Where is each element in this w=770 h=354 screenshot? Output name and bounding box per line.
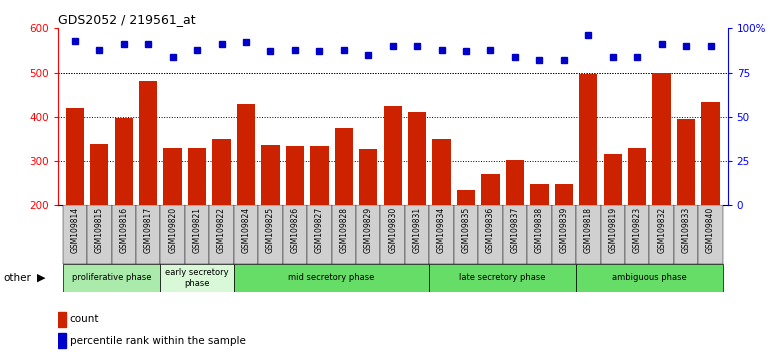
- Text: GSM109822: GSM109822: [217, 207, 226, 253]
- Bar: [531, 184, 548, 294]
- Bar: [237, 104, 255, 294]
- Bar: [430, 205, 454, 264]
- Bar: [625, 205, 649, 264]
- Text: GSM109838: GSM109838: [535, 207, 544, 253]
- Text: GSM109827: GSM109827: [315, 207, 324, 253]
- Bar: [554, 184, 573, 294]
- Text: GSM109824: GSM109824: [242, 207, 250, 253]
- Bar: [65, 108, 84, 294]
- Text: count: count: [70, 314, 99, 325]
- Bar: [677, 119, 695, 294]
- Bar: [698, 205, 723, 264]
- Bar: [359, 149, 377, 294]
- Bar: [433, 139, 450, 294]
- Bar: [115, 118, 133, 294]
- Text: GSM109817: GSM109817: [144, 207, 152, 253]
- Text: proliferative phase: proliferative phase: [72, 273, 151, 282]
- Bar: [283, 205, 307, 264]
- Bar: [503, 205, 527, 264]
- Bar: [430, 264, 576, 292]
- Bar: [234, 205, 258, 264]
- Text: other: other: [4, 273, 32, 283]
- Bar: [87, 205, 112, 264]
- Text: GSM109825: GSM109825: [266, 207, 275, 253]
- Bar: [185, 205, 209, 264]
- Bar: [576, 264, 723, 292]
- Bar: [286, 145, 304, 294]
- Bar: [579, 74, 598, 294]
- Bar: [188, 148, 206, 294]
- Text: GSM109828: GSM109828: [340, 207, 348, 253]
- Bar: [604, 154, 622, 294]
- Text: GSM109814: GSM109814: [70, 207, 79, 253]
- Bar: [649, 205, 674, 264]
- Text: GSM109829: GSM109829: [363, 207, 373, 253]
- Bar: [209, 205, 234, 264]
- Text: GSM109834: GSM109834: [437, 207, 446, 253]
- Bar: [234, 264, 430, 292]
- Text: ▶: ▶: [37, 273, 45, 283]
- Bar: [701, 102, 720, 294]
- Bar: [160, 264, 234, 292]
- Bar: [454, 205, 478, 264]
- Bar: [307, 205, 332, 264]
- Text: early secretory
phase: early secretory phase: [166, 268, 229, 287]
- Text: GSM109832: GSM109832: [657, 207, 666, 253]
- Text: GSM109837: GSM109837: [511, 207, 520, 253]
- Bar: [481, 175, 500, 294]
- Bar: [58, 312, 66, 327]
- Text: ambiguous phase: ambiguous phase: [612, 273, 687, 282]
- Bar: [628, 148, 646, 294]
- Bar: [258, 205, 283, 264]
- Bar: [457, 190, 475, 294]
- Text: GSM109820: GSM109820: [168, 207, 177, 253]
- Bar: [383, 106, 402, 294]
- Bar: [576, 205, 601, 264]
- Text: GDS2052 / 219561_at: GDS2052 / 219561_at: [58, 13, 196, 26]
- Bar: [261, 145, 280, 294]
- Text: late secretory phase: late secretory phase: [460, 273, 546, 282]
- Text: GSM109815: GSM109815: [95, 207, 104, 253]
- Text: GSM109831: GSM109831: [413, 207, 422, 253]
- Bar: [506, 160, 524, 294]
- Bar: [408, 112, 427, 294]
- Bar: [310, 147, 329, 294]
- Text: GSM109840: GSM109840: [706, 207, 715, 253]
- Bar: [380, 205, 405, 264]
- Bar: [136, 205, 160, 264]
- Text: GSM109836: GSM109836: [486, 207, 495, 253]
- Bar: [58, 333, 66, 348]
- Bar: [160, 205, 185, 264]
- Bar: [163, 148, 182, 294]
- Text: GSM109835: GSM109835: [461, 207, 470, 253]
- Bar: [478, 205, 503, 264]
- Text: mid secretory phase: mid secretory phase: [289, 273, 375, 282]
- Bar: [551, 205, 576, 264]
- Text: GSM109819: GSM109819: [608, 207, 618, 253]
- Text: percentile rank within the sample: percentile rank within the sample: [70, 336, 246, 346]
- Bar: [652, 73, 671, 294]
- Bar: [332, 205, 356, 264]
- Text: GSM109823: GSM109823: [633, 207, 641, 253]
- Text: GSM109839: GSM109839: [559, 207, 568, 253]
- Bar: [139, 81, 157, 294]
- Text: GSM109818: GSM109818: [584, 207, 593, 253]
- Bar: [112, 205, 136, 264]
- Bar: [62, 264, 160, 292]
- Bar: [213, 139, 231, 294]
- Bar: [405, 205, 430, 264]
- Bar: [674, 205, 698, 264]
- Bar: [335, 128, 353, 294]
- Text: GSM109816: GSM109816: [119, 207, 129, 253]
- Bar: [601, 205, 625, 264]
- Text: GSM109826: GSM109826: [290, 207, 300, 253]
- Bar: [356, 205, 380, 264]
- Bar: [62, 205, 87, 264]
- Text: GSM109833: GSM109833: [681, 207, 691, 253]
- Text: GSM109821: GSM109821: [192, 207, 202, 253]
- Bar: [90, 144, 109, 294]
- Text: GSM109830: GSM109830: [388, 207, 397, 253]
- Bar: [527, 205, 551, 264]
